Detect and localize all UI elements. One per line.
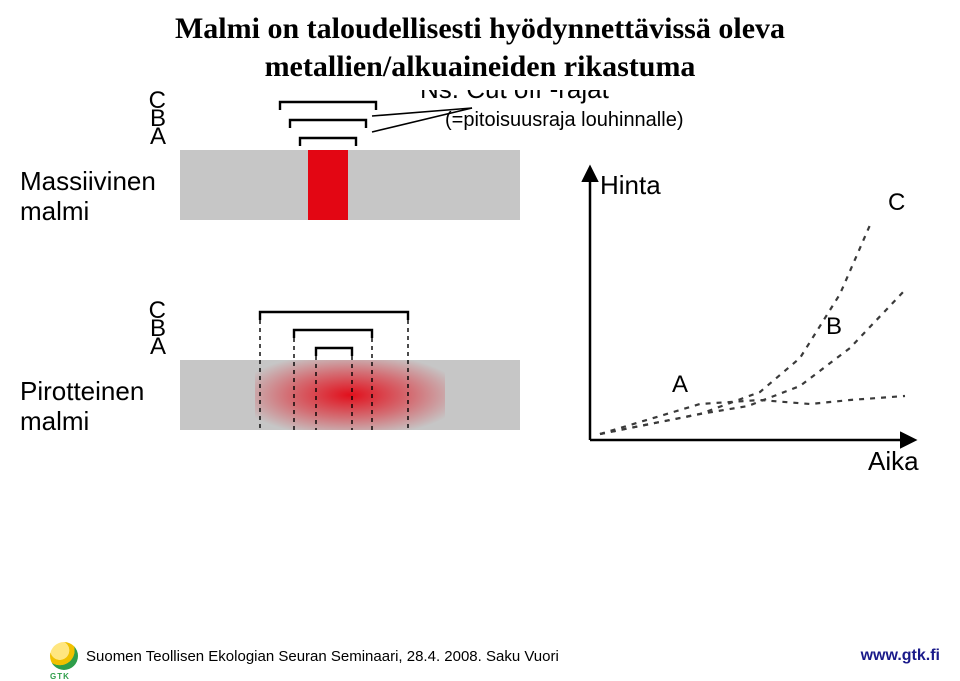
dissem-label-2: malmi — [20, 406, 89, 436]
massive-ore-rect — [180, 150, 520, 220]
cutoff-title: Ns. Cut off -rajat — [420, 90, 610, 104]
massive-label-1: Massiivinen — [20, 166, 156, 196]
title-line2: metallien/alkuaineiden rikastuma — [265, 50, 696, 83]
curve-label-B: B — [826, 313, 842, 340]
curve-A — [600, 396, 905, 434]
footer: GTK Suomen Teollisen Ekologian Seuran Se… — [50, 642, 940, 670]
gtk-logo: GTK — [50, 642, 78, 670]
x-axis-label: Aika — [868, 446, 919, 476]
massive-ore-core — [308, 150, 348, 220]
cutoff-subtitle: (=pitoisuusraja louhinnalle) — [445, 109, 683, 131]
massive-label-2: malmi — [20, 196, 89, 226]
title-line1: Malmi on taloudellisesti hyödynnettäviss… — [175, 12, 785, 45]
curve-label-C: C — [888, 189, 905, 216]
curve-B — [600, 290, 905, 434]
diagram-svg: Ns. Cut off -rajat (=pitoisuusraja louhi… — [0, 90, 960, 630]
y-axis-label: Hinta — [600, 170, 661, 200]
cutoff-group: Ns. Cut off -rajat (=pitoisuusraja louhi… — [372, 90, 683, 132]
price-chart: Hinta Aika A B C — [590, 168, 919, 476]
curve-label-A: A — [672, 371, 688, 398]
letter2-A: A — [150, 333, 166, 360]
page-title: Malmi on taloudellisesti hyödynnettäviss… — [0, 10, 960, 85]
dissem-label-1: Pirotteinen — [20, 376, 144, 406]
bottom-ore-block: CBAPirotteinenmalmi — [20, 297, 520, 436]
footer-url: www.gtk.fi — [861, 647, 940, 665]
footer-credit: Suomen Teollisen Ekologian Seuran Semina… — [86, 648, 559, 665]
dissem-ore-gradient — [255, 360, 445, 430]
letter-A: A — [150, 123, 166, 150]
